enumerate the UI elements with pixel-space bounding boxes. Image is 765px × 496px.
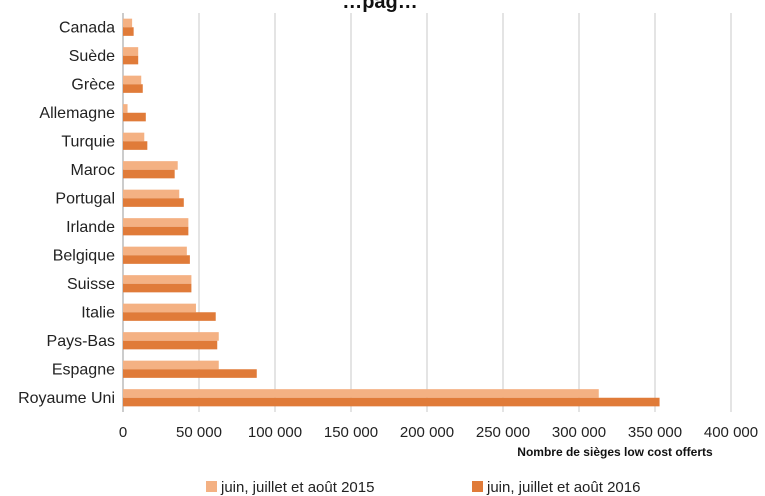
- bar-2016: [123, 369, 257, 378]
- legend-label: juin, juillet et août 2016: [486, 479, 640, 496]
- category-label: Italie: [81, 304, 115, 321]
- x-tick-label: 50 000: [176, 424, 222, 441]
- bar-2016: [123, 55, 139, 65]
- x-tick-labels: 0 50 000 100 000 150 000 200 000 250 000 300 0…: [119, 424, 758, 441]
- category-labels: Royaume Uni Espagne Pays-Bas Italie Suisse Be…: [18, 19, 115, 407]
- bar-2015: [123, 75, 142, 85]
- legend-swatch: [472, 481, 483, 492]
- bar-2015: [123, 18, 133, 28]
- bar-2015: [123, 161, 178, 170]
- category-label: Irlande: [66, 219, 115, 236]
- x-tick-label: 0: [119, 424, 127, 441]
- x-tick-label: 150 000: [324, 424, 378, 441]
- bar-2015: [123, 332, 219, 341]
- bar-2015: [123, 389, 599, 398]
- bar-2016: [123, 397, 660, 407]
- bar-2016: [123, 84, 143, 93]
- bar-2015: [123, 246, 187, 256]
- bar-2016: [123, 283, 192, 293]
- x-tick-label: 200 000: [400, 424, 454, 441]
- bar-2016: [123, 198, 184, 207]
- bar-2016: [123, 340, 218, 350]
- chart-title-partial: …pag…: [342, 0, 418, 13]
- bar-2015: [123, 303, 196, 313]
- category-label: Espagne: [52, 361, 115, 378]
- bar-2016: [123, 226, 189, 236]
- bar-2016: [123, 312, 216, 321]
- x-tick-label: 400 000: [704, 424, 758, 441]
- bar-2016: [123, 141, 148, 150]
- category-label: Allemagne: [39, 105, 115, 122]
- bar-2015: [123, 360, 219, 370]
- bar-2016: [123, 255, 190, 264]
- bar-2015: [123, 47, 139, 56]
- category-label: Maroc: [71, 162, 115, 179]
- category-label: Belgique: [53, 247, 115, 264]
- category-label: Suède: [69, 48, 115, 65]
- bar-2016: [123, 27, 134, 36]
- category-label: Portugal: [55, 190, 115, 207]
- x-tick-label: 250 000: [476, 424, 530, 441]
- category-label: Suisse: [67, 276, 115, 293]
- grid-lines: [122, 13, 732, 412]
- bar-2015: [123, 189, 180, 199]
- bar-2015: [123, 132, 145, 142]
- legend: juin, juillet et août 2015 juin, juillet …: [206, 479, 640, 496]
- bar-2015: [123, 218, 189, 227]
- category-label: Royaume Uni: [18, 390, 115, 407]
- x-tick-label: 300 000: [552, 424, 606, 441]
- category-label: Canada: [59, 19, 115, 36]
- bars: [123, 18, 660, 407]
- category-label: Turquie: [61, 133, 115, 150]
- bar-2016: [123, 112, 146, 122]
- x-axis-label: Nombre de sièges low cost offerts: [517, 445, 713, 459]
- bar-2015: [123, 104, 128, 113]
- bar-2016: [123, 169, 175, 179]
- legend-swatch: [206, 481, 217, 492]
- legend-label: juin, juillet et août 2015: [220, 479, 374, 496]
- bar-2015: [123, 275, 192, 284]
- x-tick-label: 350 000: [628, 424, 682, 441]
- category-label: Grèce: [71, 76, 115, 93]
- category-label: Pays-Bas: [47, 333, 115, 350]
- x-tick-label: 100 000: [248, 424, 302, 441]
